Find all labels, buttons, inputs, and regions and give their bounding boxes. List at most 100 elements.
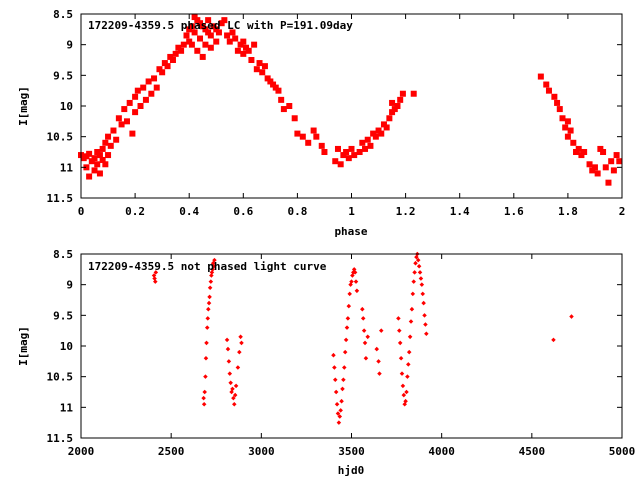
- data-point: [613, 152, 620, 159]
- x-tick-label: 1.4: [450, 205, 470, 218]
- data-point: [345, 316, 351, 321]
- data-point: [417, 270, 423, 275]
- data-point: [537, 73, 544, 80]
- data-point: [207, 285, 213, 290]
- data-point: [203, 374, 208, 379]
- data-point: [313, 133, 320, 140]
- data-point: [132, 93, 139, 100]
- data-point: [416, 264, 422, 269]
- data-point: [213, 26, 220, 33]
- data-point: [559, 115, 566, 122]
- data-point: [153, 270, 159, 275]
- data-point: [361, 328, 367, 333]
- data-point: [602, 164, 609, 171]
- data-point: [321, 149, 328, 155]
- data-point: [412, 270, 417, 275]
- data-point: [207, 44, 214, 51]
- data-point: [102, 139, 109, 146]
- data-point: [235, 365, 241, 370]
- data-point: [342, 349, 348, 355]
- data-point: [202, 389, 207, 395]
- data-point: [409, 306, 415, 312]
- x-tick-label: 3000: [248, 445, 275, 458]
- y-tick-label: 10: [60, 100, 73, 113]
- data-point: [363, 356, 369, 361]
- data-point: [291, 115, 298, 122]
- data-point: [397, 328, 402, 333]
- data-point: [227, 371, 233, 376]
- x-tick-label: 2: [619, 205, 626, 218]
- data-point: [86, 150, 93, 157]
- data-point: [570, 139, 577, 146]
- data-point: [167, 53, 174, 60]
- data-point: [422, 313, 427, 318]
- data-point: [278, 96, 285, 103]
- data-point: [261, 63, 268, 70]
- data-point: [121, 106, 128, 113]
- data-point: [232, 35, 239, 42]
- x-tick-label: 0.4: [179, 205, 199, 218]
- data-point: [239, 340, 244, 346]
- data-point: [207, 294, 212, 300]
- data-point: [153, 279, 158, 284]
- y-tick-label: 9: [66, 279, 73, 292]
- unphased-y-axis-label: I[mag]: [17, 326, 30, 366]
- data-point: [591, 164, 598, 171]
- data-point: [564, 133, 571, 140]
- data-point: [554, 99, 561, 106]
- data-point: [407, 334, 413, 340]
- data-point: [342, 365, 347, 370]
- phased-light-curve-panel: 0 0.2 0.4 0.6 0.8 1 1.2 1.4 1.6 1.8 2 8.5 9 9.5 10 10.5…: [17, 8, 625, 238]
- data-point: [359, 139, 366, 146]
- data-point: [408, 319, 414, 324]
- unphased-axis-ticks: 2000 2500 3000 3500 4000 4500 5000 8.5 9 9.5 10 10.…: [47, 248, 636, 458]
- data-point: [397, 96, 404, 103]
- x-tick-label: 1.6: [504, 205, 524, 218]
- data-point: [240, 38, 247, 45]
- data-point: [152, 276, 157, 281]
- data-point: [207, 32, 214, 39]
- data-point: [364, 136, 371, 143]
- data-point: [360, 306, 365, 312]
- y-tick-label: 8.5: [53, 8, 73, 21]
- data-point: [183, 32, 190, 39]
- data-point: [228, 380, 233, 386]
- data-point: [229, 29, 236, 36]
- data-point: [91, 155, 98, 162]
- unphased-x-axis-label: hjd0: [338, 464, 365, 477]
- data-point: [202, 41, 209, 48]
- x-tick-label: 2000: [68, 445, 95, 458]
- data-point: [232, 402, 237, 407]
- data-point: [337, 161, 344, 168]
- data-point: [164, 63, 171, 70]
- data-point: [172, 50, 179, 57]
- data-point: [234, 47, 241, 54]
- data-point: [188, 23, 195, 30]
- data-point: [405, 374, 410, 379]
- data-point: [83, 164, 90, 171]
- data-point: [96, 170, 103, 177]
- data-point: [245, 47, 252, 54]
- data-point: [213, 38, 220, 45]
- unphased-light-curve-panel: 2000 2500 3000 3500 4000 4500 5000 8.5 9 9.5 10 10.…: [17, 248, 635, 477]
- data-point: [140, 84, 147, 91]
- data-point: [137, 103, 144, 109]
- data-point: [333, 377, 338, 382]
- data-point: [545, 87, 552, 94]
- y-tick-label: 9.5: [53, 309, 73, 322]
- data-point: [360, 316, 366, 321]
- y-tick-label: 10.5: [47, 371, 74, 384]
- data-point: [159, 69, 166, 76]
- data-point: [332, 365, 337, 370]
- x-tick-label: 4500: [519, 445, 546, 458]
- data-point: [335, 411, 341, 416]
- data-point: [344, 325, 350, 330]
- x-tick-label: 1.8: [558, 205, 578, 218]
- y-tick-label: 11.5: [47, 432, 74, 445]
- data-point: [310, 127, 317, 134]
- data-point: [208, 279, 214, 284]
- data-point: [376, 359, 381, 364]
- data-point: [573, 149, 580, 155]
- data-point: [391, 106, 398, 113]
